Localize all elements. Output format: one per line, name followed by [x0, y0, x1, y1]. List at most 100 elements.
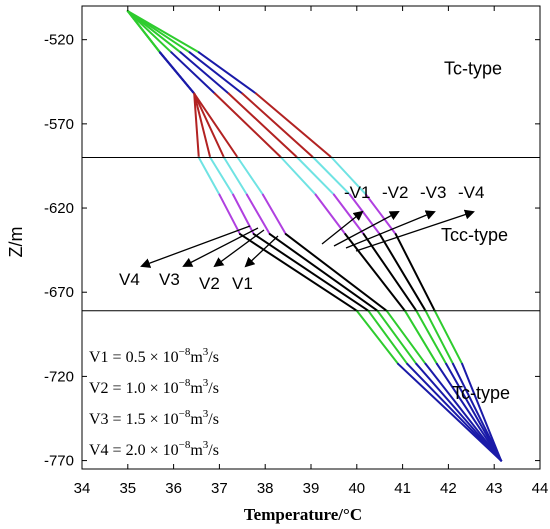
series-v4 — [126, 10, 503, 462]
arrow — [345, 210, 436, 249]
x-tick-label: 34 — [74, 480, 91, 497]
x-tick-label: 43 — [486, 480, 503, 497]
flow-rate-formula: V4 = 2.0 × 10−8m3/s — [89, 439, 219, 459]
y-tick-label: -570 — [44, 116, 74, 133]
arrow — [244, 235, 279, 268]
y-tick-label: -620 — [44, 200, 74, 217]
series-segment — [223, 156, 248, 196]
arrow-label-neg-v2: -V2 — [382, 183, 408, 202]
axis-ticks: 34 35 36 37 38 39 40 41 42 43 44 -520 -570 -620 -670 -7… — [44, 6, 548, 497]
series-segment — [280, 156, 317, 196]
series-segment — [193, 92, 239, 159]
series-segment — [296, 156, 335, 196]
series-segment — [348, 193, 381, 236]
series-segment — [362, 233, 418, 312]
series-segment — [461, 362, 503, 462]
series-segment — [158, 51, 196, 95]
series-segment — [385, 309, 427, 365]
series-segment — [397, 362, 503, 462]
arrow — [140, 225, 251, 268]
series-segment — [126, 10, 182, 54]
x-tick-label: 41 — [394, 480, 411, 497]
series-segment — [344, 233, 406, 312]
arrow-label-neg-v3: -V3 — [420, 183, 446, 202]
arrow — [213, 229, 265, 268]
series-segment — [193, 92, 225, 159]
series-segment — [268, 233, 379, 312]
series-segment — [193, 92, 212, 159]
arrow-label-neg-v1: -V1 — [344, 183, 370, 202]
series-segment — [126, 10, 161, 54]
x-tick-label: 37 — [211, 480, 228, 497]
series-segment — [218, 193, 241, 236]
zone-label-bottom: Tc-type — [452, 383, 510, 403]
zone-label-middle: Tcc-type — [441, 225, 508, 245]
series-segment — [252, 233, 370, 312]
arrow-label-v2: V2 — [199, 274, 220, 293]
series-segment — [330, 156, 367, 196]
series-neg-v2 — [126, 10, 503, 462]
series-segment — [236, 156, 264, 196]
flow-rate-formula: V1 = 0.5 × 10−8m3/s — [89, 346, 219, 366]
series-neg-v4 — [126, 10, 503, 462]
flow-rate-legend: V1 = 0.5 × 10−8m3/s V2 = 1.0 × 10−8m3/s V3… — [89, 346, 219, 459]
y-tick-label: -770 — [44, 453, 74, 470]
zone-label-top: Tc-type — [444, 58, 502, 78]
y-axis-title: Z/m — [6, 227, 26, 258]
arrow — [333, 211, 400, 247]
series-segment — [378, 233, 427, 312]
series-lines — [126, 10, 503, 462]
series-segment — [394, 233, 436, 312]
x-tick-label: 42 — [440, 480, 457, 497]
series-segment — [415, 309, 448, 365]
series-segment — [403, 309, 438, 365]
flow-rate-formula: V3 = 1.5 × 10−8m3/s — [89, 408, 219, 428]
x-tick-label: 40 — [348, 480, 365, 497]
series-segment — [170, 51, 216, 95]
series-segment — [197, 51, 257, 95]
arrow-label-v3: V3 — [159, 270, 180, 289]
arrow-label-v1: V1 — [232, 274, 253, 293]
series-segment — [365, 193, 397, 236]
series-segment — [424, 309, 454, 365]
series-segment — [435, 362, 503, 462]
series-segment — [227, 92, 299, 159]
arrow-label-v4: V4 — [119, 270, 140, 289]
arrows — [140, 209, 475, 268]
arrow-label-neg-v4: -V4 — [458, 183, 484, 202]
x-tick-label: 44 — [532, 480, 549, 497]
series-segment — [197, 156, 221, 196]
series-segment — [213, 92, 283, 159]
series-segment — [284, 233, 388, 312]
y-tick-label: -670 — [44, 284, 74, 301]
series-segment — [245, 193, 271, 236]
arrow — [321, 210, 364, 245]
zone-boundaries — [82, 157, 540, 312]
flow-rate-formula: V2 = 1.0 × 10−8m3/s — [89, 377, 219, 397]
series-segment — [424, 362, 503, 462]
series-segment — [179, 51, 230, 95]
y-tick-label: -720 — [44, 368, 74, 385]
y-tick-label: -520 — [44, 32, 74, 49]
x-tick-label: 36 — [165, 480, 182, 497]
series-segment — [312, 156, 351, 196]
series-segment — [232, 193, 255, 236]
series-segment — [376, 309, 418, 365]
x-axis-title: Temperature/°C — [244, 505, 362, 524]
series-segment — [255, 92, 333, 159]
series-segment — [209, 156, 235, 196]
series-segment — [332, 193, 365, 236]
series-segment — [261, 193, 287, 236]
series-segment — [355, 309, 399, 365]
series-segment — [126, 10, 173, 54]
series-segment — [314, 193, 347, 236]
series-segment — [367, 309, 409, 365]
series-segment — [188, 51, 244, 95]
series-segment — [193, 92, 200, 159]
series-segment — [239, 233, 358, 312]
x-tick-label: 38 — [257, 480, 274, 497]
x-tick-label: 39 — [303, 480, 320, 497]
arrow — [182, 227, 259, 267]
arrow — [355, 209, 475, 252]
